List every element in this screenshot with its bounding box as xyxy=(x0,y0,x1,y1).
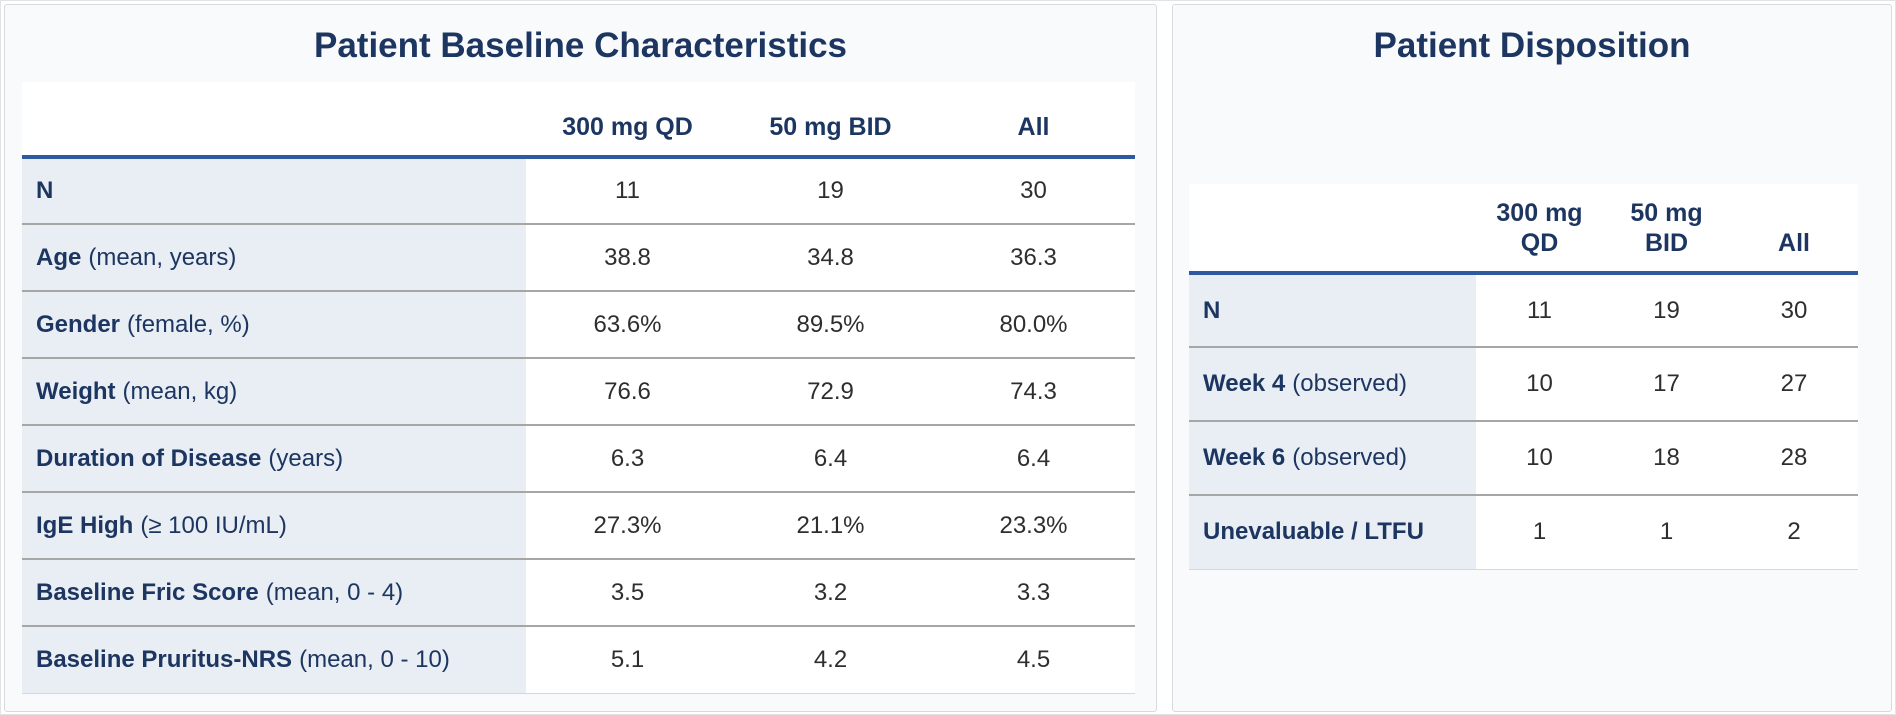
column-header-300mg-qd: 300 mg QD xyxy=(1476,184,1603,275)
cell-value: 10 xyxy=(1476,346,1603,421)
row-label-bold: Week 4 xyxy=(1203,370,1286,397)
row-label: Duration of Disease (years) xyxy=(22,424,526,492)
row-label: Baseline Pruritus-NRS (mean, 0 - 10) xyxy=(22,625,526,694)
cell-value: 76.6 xyxy=(526,357,729,425)
cell-value: 34.8 xyxy=(729,223,932,291)
cell-value: 21.1% xyxy=(729,491,932,559)
row-label-bold: IgE High xyxy=(36,511,134,539)
cell-value: 36.3 xyxy=(932,223,1135,291)
cell-value: 2 xyxy=(1730,494,1858,570)
row-label: N xyxy=(22,157,526,224)
table-row-week6: Week 6 (observed) 10 18 28 xyxy=(1189,420,1858,495)
column-header-all: All xyxy=(1730,184,1858,275)
row-label: Age (mean, years) xyxy=(22,223,526,291)
row-label-note: (mean, 0 - 10) xyxy=(299,645,450,673)
column-header-50mg-bid: 50 mg BID xyxy=(1603,184,1730,275)
row-label: Baseline Fric Score (mean, 0 - 4) xyxy=(22,558,526,626)
panel-title-disposition: Patient Disposition xyxy=(1373,26,1691,65)
table-row-n: N 11 19 30 xyxy=(1189,273,1858,347)
cell-value: 28 xyxy=(1730,420,1858,495)
cell-value: 38.8 xyxy=(526,223,729,291)
cell-value: 3.2 xyxy=(729,558,932,626)
cell-value: 5.1 xyxy=(526,625,729,694)
row-label: Unevaluable / LTFU xyxy=(1189,494,1476,570)
cell-value: 30 xyxy=(932,157,1135,224)
row-label-bold: Age xyxy=(36,243,82,271)
cell-value: 30 xyxy=(1730,273,1858,347)
row-label: Weight (mean, kg) xyxy=(22,357,526,425)
corner-cell xyxy=(1189,184,1476,275)
cell-value: 80.0% xyxy=(932,290,1135,358)
row-label-note: (≥ 100 IU/mL) xyxy=(140,511,287,539)
column-header-all: All xyxy=(932,82,1135,159)
table-row-age: Age (mean, years) 38.8 34.8 36.3 xyxy=(22,223,1135,291)
row-label: Week 4 (observed) xyxy=(1189,346,1476,421)
row-label-bold: N xyxy=(1203,296,1221,324)
table-row-duration: Duration of Disease (years) 6.3 6.4 6.4 xyxy=(22,424,1135,492)
cell-value: 3.5 xyxy=(526,558,729,626)
cell-value: 6.3 xyxy=(526,424,729,492)
row-label-note: (female, %) xyxy=(127,310,250,338)
cell-value: 19 xyxy=(1603,273,1730,347)
row-label-note: (years) xyxy=(268,444,344,472)
row-label-bold: Weight xyxy=(36,377,116,405)
cell-value: 27 xyxy=(1730,346,1858,421)
column-header-300mg-qd: 300 mg QD xyxy=(526,82,729,159)
patient-disposition-panel: Patient Disposition 300 mg QD 50 mg BID … xyxy=(1172,4,1892,712)
header-row: 300 mg QD 50 mg BID All xyxy=(1189,184,1858,275)
cell-value: 4.2 xyxy=(729,625,932,694)
corner-cell xyxy=(22,82,526,159)
table-row-fric-score: Baseline Fric Score (mean, 0 - 4) 3.5 3.2… xyxy=(22,558,1135,626)
cell-value: 17 xyxy=(1603,346,1730,421)
cell-value: 1 xyxy=(1603,494,1730,570)
cell-value: 63.6% xyxy=(526,290,729,358)
row-label-bold: Baseline Pruritus-NRS xyxy=(36,645,293,673)
cell-value: 11 xyxy=(1476,273,1603,347)
cell-value: 10 xyxy=(1476,420,1603,495)
row-label-bold: Duration of Disease xyxy=(36,444,262,472)
row-label-bold: Week 6 xyxy=(1203,444,1286,471)
table-row-pruritus-nrs: Baseline Pruritus-NRS (mean, 0 - 10) 5.1 … xyxy=(22,625,1135,694)
baseline-characteristics-table: 300 mg QD 50 mg BID All N 11 19 30 Age (m… xyxy=(22,82,1135,694)
table-row-ige: IgE High (≥ 100 IU/mL) 27.3% 21.1% 23.3% xyxy=(22,491,1135,559)
table-row-weight: Weight (mean, kg) 76.6 72.9 74.3 xyxy=(22,357,1135,425)
cell-value: 72.9 xyxy=(729,357,932,425)
row-label-bold: Unevaluable / LTFU xyxy=(1203,518,1424,546)
table-row-week4: Week 4 (observed) 10 17 27 xyxy=(1189,346,1858,421)
table-row-n: N 11 19 30 xyxy=(22,157,1135,224)
row-label-note: (mean, years) xyxy=(88,243,237,271)
baseline-characteristics-panel: Patient Baseline Characteristics 300 mg … xyxy=(4,4,1157,712)
patient-disposition-table: 300 mg QD 50 mg BID All N 11 19 30 Week … xyxy=(1189,184,1858,570)
cell-value: 11 xyxy=(526,157,729,224)
row-label-note: (observed) xyxy=(1292,444,1407,471)
cell-value: 23.3% xyxy=(932,491,1135,559)
row-label: IgE High (≥ 100 IU/mL) xyxy=(22,491,526,559)
cell-value: 6.4 xyxy=(932,424,1135,492)
cell-value: 1 xyxy=(1476,494,1603,570)
row-label: Gender (female, %) xyxy=(22,290,526,358)
cell-value: 4.5 xyxy=(932,625,1135,694)
panel-title-baseline: Patient Baseline Characteristics xyxy=(313,26,847,65)
header-row: 300 mg QD 50 mg BID All xyxy=(22,82,1135,159)
table-row-gender: Gender (female, %) 63.6% 89.5% 80.0% xyxy=(22,290,1135,358)
cell-value: 19 xyxy=(729,157,932,224)
cell-value: 18 xyxy=(1603,420,1730,495)
row-label-bold: N xyxy=(36,177,54,204)
cell-value: 6.4 xyxy=(729,424,932,492)
row-label-note: (observed) xyxy=(1292,370,1407,397)
row-label-note: (mean, 0 - 4) xyxy=(265,578,404,606)
cell-value: 74.3 xyxy=(932,357,1135,425)
row-label-bold: Baseline Fric Score xyxy=(36,578,259,606)
cell-value: 89.5% xyxy=(729,290,932,358)
row-label-note: (mean, kg) xyxy=(122,377,238,405)
row-label: N xyxy=(1189,273,1476,347)
row-label: Week 6 (observed) xyxy=(1189,420,1476,495)
column-header-50mg-bid: 50 mg BID xyxy=(729,82,932,159)
cell-value: 27.3% xyxy=(526,491,729,559)
table-row-unevaluable: Unevaluable / LTFU 1 1 2 xyxy=(1189,494,1858,570)
cell-value: 3.3 xyxy=(932,558,1135,626)
row-label-bold: Gender xyxy=(36,310,121,338)
